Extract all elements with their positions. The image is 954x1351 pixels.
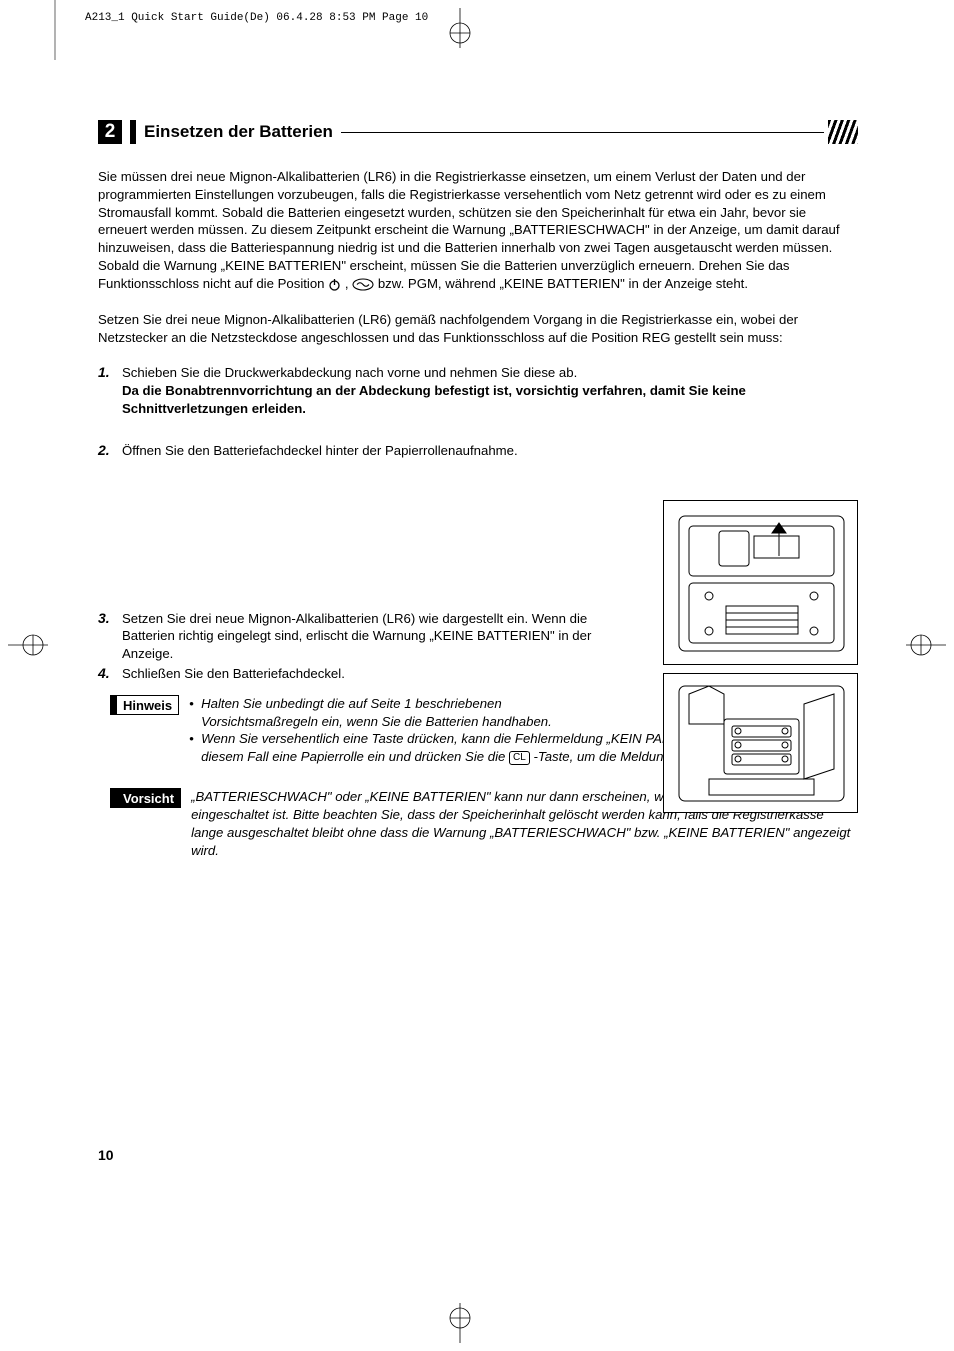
hatch-decoration <box>828 120 858 144</box>
hinweis-label: Hinweis <box>116 695 179 715</box>
bullet-icon: • <box>189 730 201 766</box>
comma-separator: , <box>345 276 352 291</box>
hinweis-b1-text: Halten Sie unbedingt die auf Seite 1 bes… <box>201 695 599 731</box>
page-content: 2 Einsetzen der Batterien Sie müssen dre… <box>98 120 858 859</box>
step-1-text: Schieben Sie die Druckwerkabdeckung nach… <box>122 364 858 417</box>
bullet-icon: • <box>189 695 201 731</box>
section-header: 2 Einsetzen der Batterien <box>98 120 858 144</box>
para1-end: bzw. PGM, während „KEINE BATTERIEN" in d… <box>378 276 748 291</box>
receipt-icon <box>352 278 374 291</box>
section-number-box: 2 <box>98 120 122 144</box>
hinweis-bullet-1: • Halten Sie unbedingt die auf Seite 1 b… <box>189 695 599 731</box>
step-4-text: Schließen Sie den Batteriefachdeckel. <box>122 665 612 683</box>
cl-key-icon: CL <box>509 751 530 765</box>
step-1-warning: Da die Bonabtrennvorrichtung an der Abde… <box>122 383 746 416</box>
step-2-text: Öffnen Sie den Batteriefachdeckel hinter… <box>122 442 622 460</box>
power-icon <box>328 278 341 291</box>
step-1a: Schieben Sie die Druckwerkabdeckung nach… <box>122 365 577 380</box>
intro-paragraph-1: Sie müssen drei neue Mignon-Alkalibatter… <box>98 168 858 293</box>
section-title: Einsetzen der Batterien <box>144 122 333 142</box>
page-number: 10 <box>98 1147 114 1163</box>
step-3-number: 3. <box>98 610 122 663</box>
intro-paragraph-2: Setzen Sie drei neue Mignon-Alkalibatter… <box>98 311 858 347</box>
vorsicht-label: Vorsicht <box>116 788 181 808</box>
crop-mark-top <box>440 8 480 48</box>
illustration-2 <box>663 673 858 813</box>
crop-mark-bottom <box>440 1303 480 1343</box>
step-1: 1. Schieben Sie die Druckwerkabdeckung n… <box>98 364 858 417</box>
battery-compartment-illustration <box>664 674 859 814</box>
step-2: 2. Öffnen Sie den Batteriefachdeckel hin… <box>98 442 858 460</box>
document-header-info: A213_1 Quick Start Guide(De) 06.4.28 8:5… <box>85 12 428 24</box>
step-3-text: Setzen Sie drei neue Mignon-Alkalibatter… <box>122 610 612 663</box>
illustration-1 <box>663 500 858 665</box>
title-decoration <box>130 120 136 144</box>
step-4-number: 4. <box>98 665 122 683</box>
para1-text: Sie müssen drei neue Mignon-Alkalibatter… <box>98 169 840 291</box>
crop-mark-left <box>8 625 48 665</box>
crop-corner-tl <box>40 0 70 60</box>
crop-mark-right <box>906 625 946 665</box>
title-rule <box>341 132 824 133</box>
register-top-view-illustration <box>664 501 859 666</box>
step-2-number: 2. <box>98 442 122 460</box>
step-1-number: 1. <box>98 364 122 417</box>
